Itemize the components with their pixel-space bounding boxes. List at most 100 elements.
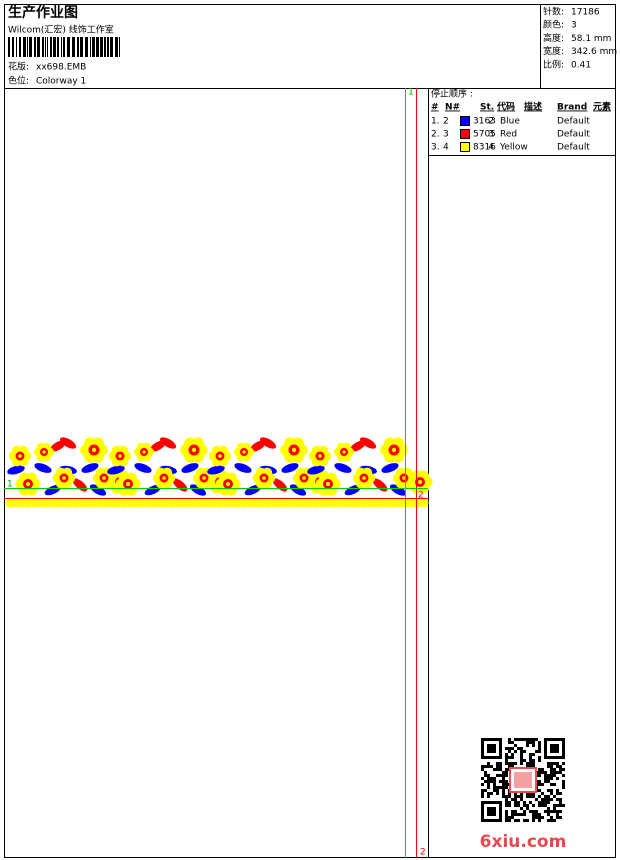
leaf — [259, 437, 277, 449]
qr-module — [532, 810, 535, 813]
barcode-bar — [50, 37, 52, 57]
qr-module — [526, 804, 529, 807]
qr-module — [505, 810, 508, 813]
qr-module — [505, 813, 508, 816]
qr-module — [508, 762, 511, 765]
qr-module — [559, 792, 562, 795]
qr-module — [520, 759, 523, 762]
info-label: 针数: — [543, 6, 564, 18]
needle: 4 — [443, 143, 449, 153]
qr-stamp — [514, 772, 532, 788]
qr-module — [520, 747, 523, 750]
qr-module — [535, 816, 538, 819]
qr-module — [520, 792, 523, 795]
barcode-bar — [34, 37, 36, 57]
colorway-label: 色位: — [8, 75, 29, 87]
qr-module — [538, 780, 541, 783]
qr-module — [529, 810, 532, 813]
qr-module — [544, 777, 547, 780]
qr-module — [550, 771, 553, 774]
description: Blue — [500, 117, 520, 127]
colorway-value: Colorway 1 — [36, 77, 86, 87]
leaf — [159, 437, 177, 449]
qr-module — [493, 780, 496, 783]
qr-module — [508, 747, 511, 750]
flower-dot — [191, 447, 197, 453]
qr-module — [535, 738, 538, 741]
qr-module — [505, 801, 508, 804]
qr-module — [532, 753, 535, 756]
qr-finder — [544, 738, 565, 759]
barcode-bar — [72, 37, 75, 57]
qr-module — [544, 774, 547, 777]
qr-module — [547, 810, 550, 813]
qr-module — [511, 816, 514, 819]
qr-module — [538, 744, 541, 747]
flower-dot — [162, 476, 166, 480]
qr-module — [487, 765, 490, 768]
barcode-bar — [110, 37, 113, 57]
qr-module — [502, 771, 505, 774]
qr-module — [505, 753, 508, 756]
qr-module — [502, 789, 505, 792]
qr-module — [481, 777, 484, 780]
qr-module — [490, 780, 493, 783]
qr-module — [517, 795, 520, 798]
flower-dot — [291, 447, 297, 453]
qr-module — [553, 804, 556, 807]
qr-module — [535, 810, 538, 813]
qr-module — [508, 801, 511, 804]
qr-module — [541, 768, 544, 771]
qr-module — [532, 813, 535, 816]
qr-module — [490, 777, 493, 780]
qr-module — [541, 792, 544, 795]
qr-module — [547, 780, 550, 783]
barcode-bar — [8, 37, 10, 57]
row-index: 1. — [431, 117, 440, 127]
flower-dot — [62, 476, 66, 480]
info-label: 比例: — [543, 58, 564, 70]
qr-module — [532, 741, 535, 744]
qr-module — [532, 792, 535, 795]
column-header: 元素 — [593, 101, 611, 113]
qr-module — [487, 774, 490, 777]
qr-module — [544, 795, 547, 798]
description: Red — [500, 130, 517, 140]
qr-finder — [487, 744, 496, 753]
column-header: 描述 — [524, 101, 542, 113]
qr-module — [508, 741, 511, 744]
flower-dot — [91, 447, 97, 453]
qr-module — [562, 762, 565, 765]
qr-module — [550, 810, 553, 813]
qr-module — [505, 786, 508, 789]
qr-module — [496, 789, 499, 792]
qr-module — [508, 795, 511, 798]
qr-module — [487, 780, 490, 783]
qr-module — [481, 792, 484, 795]
barcode-bar — [45, 37, 46, 57]
qr-module — [508, 750, 511, 753]
qr-module — [538, 756, 541, 759]
qr-module — [550, 783, 553, 786]
leaf — [181, 463, 199, 473]
qr-module — [517, 747, 520, 750]
flower-dot — [302, 476, 306, 480]
qr-module — [529, 756, 532, 759]
qr-module — [484, 774, 487, 777]
barcode-bar — [67, 37, 70, 57]
qr-module — [505, 783, 508, 786]
qr-module — [487, 762, 490, 765]
qr-module — [532, 816, 535, 819]
qr-module — [517, 801, 520, 804]
qr-module — [511, 741, 514, 744]
description: Yellow — [499, 143, 528, 153]
stitches: 5705 — [473, 130, 496, 140]
qr-module — [553, 762, 556, 765]
qr-module — [514, 762, 517, 765]
color-swatch — [460, 129, 470, 139]
qr-module — [547, 813, 550, 816]
qr-module — [535, 798, 538, 801]
watermark: 6xiu.com — [480, 832, 567, 852]
barcode-bar — [37, 37, 40, 57]
qr-module — [517, 819, 520, 822]
